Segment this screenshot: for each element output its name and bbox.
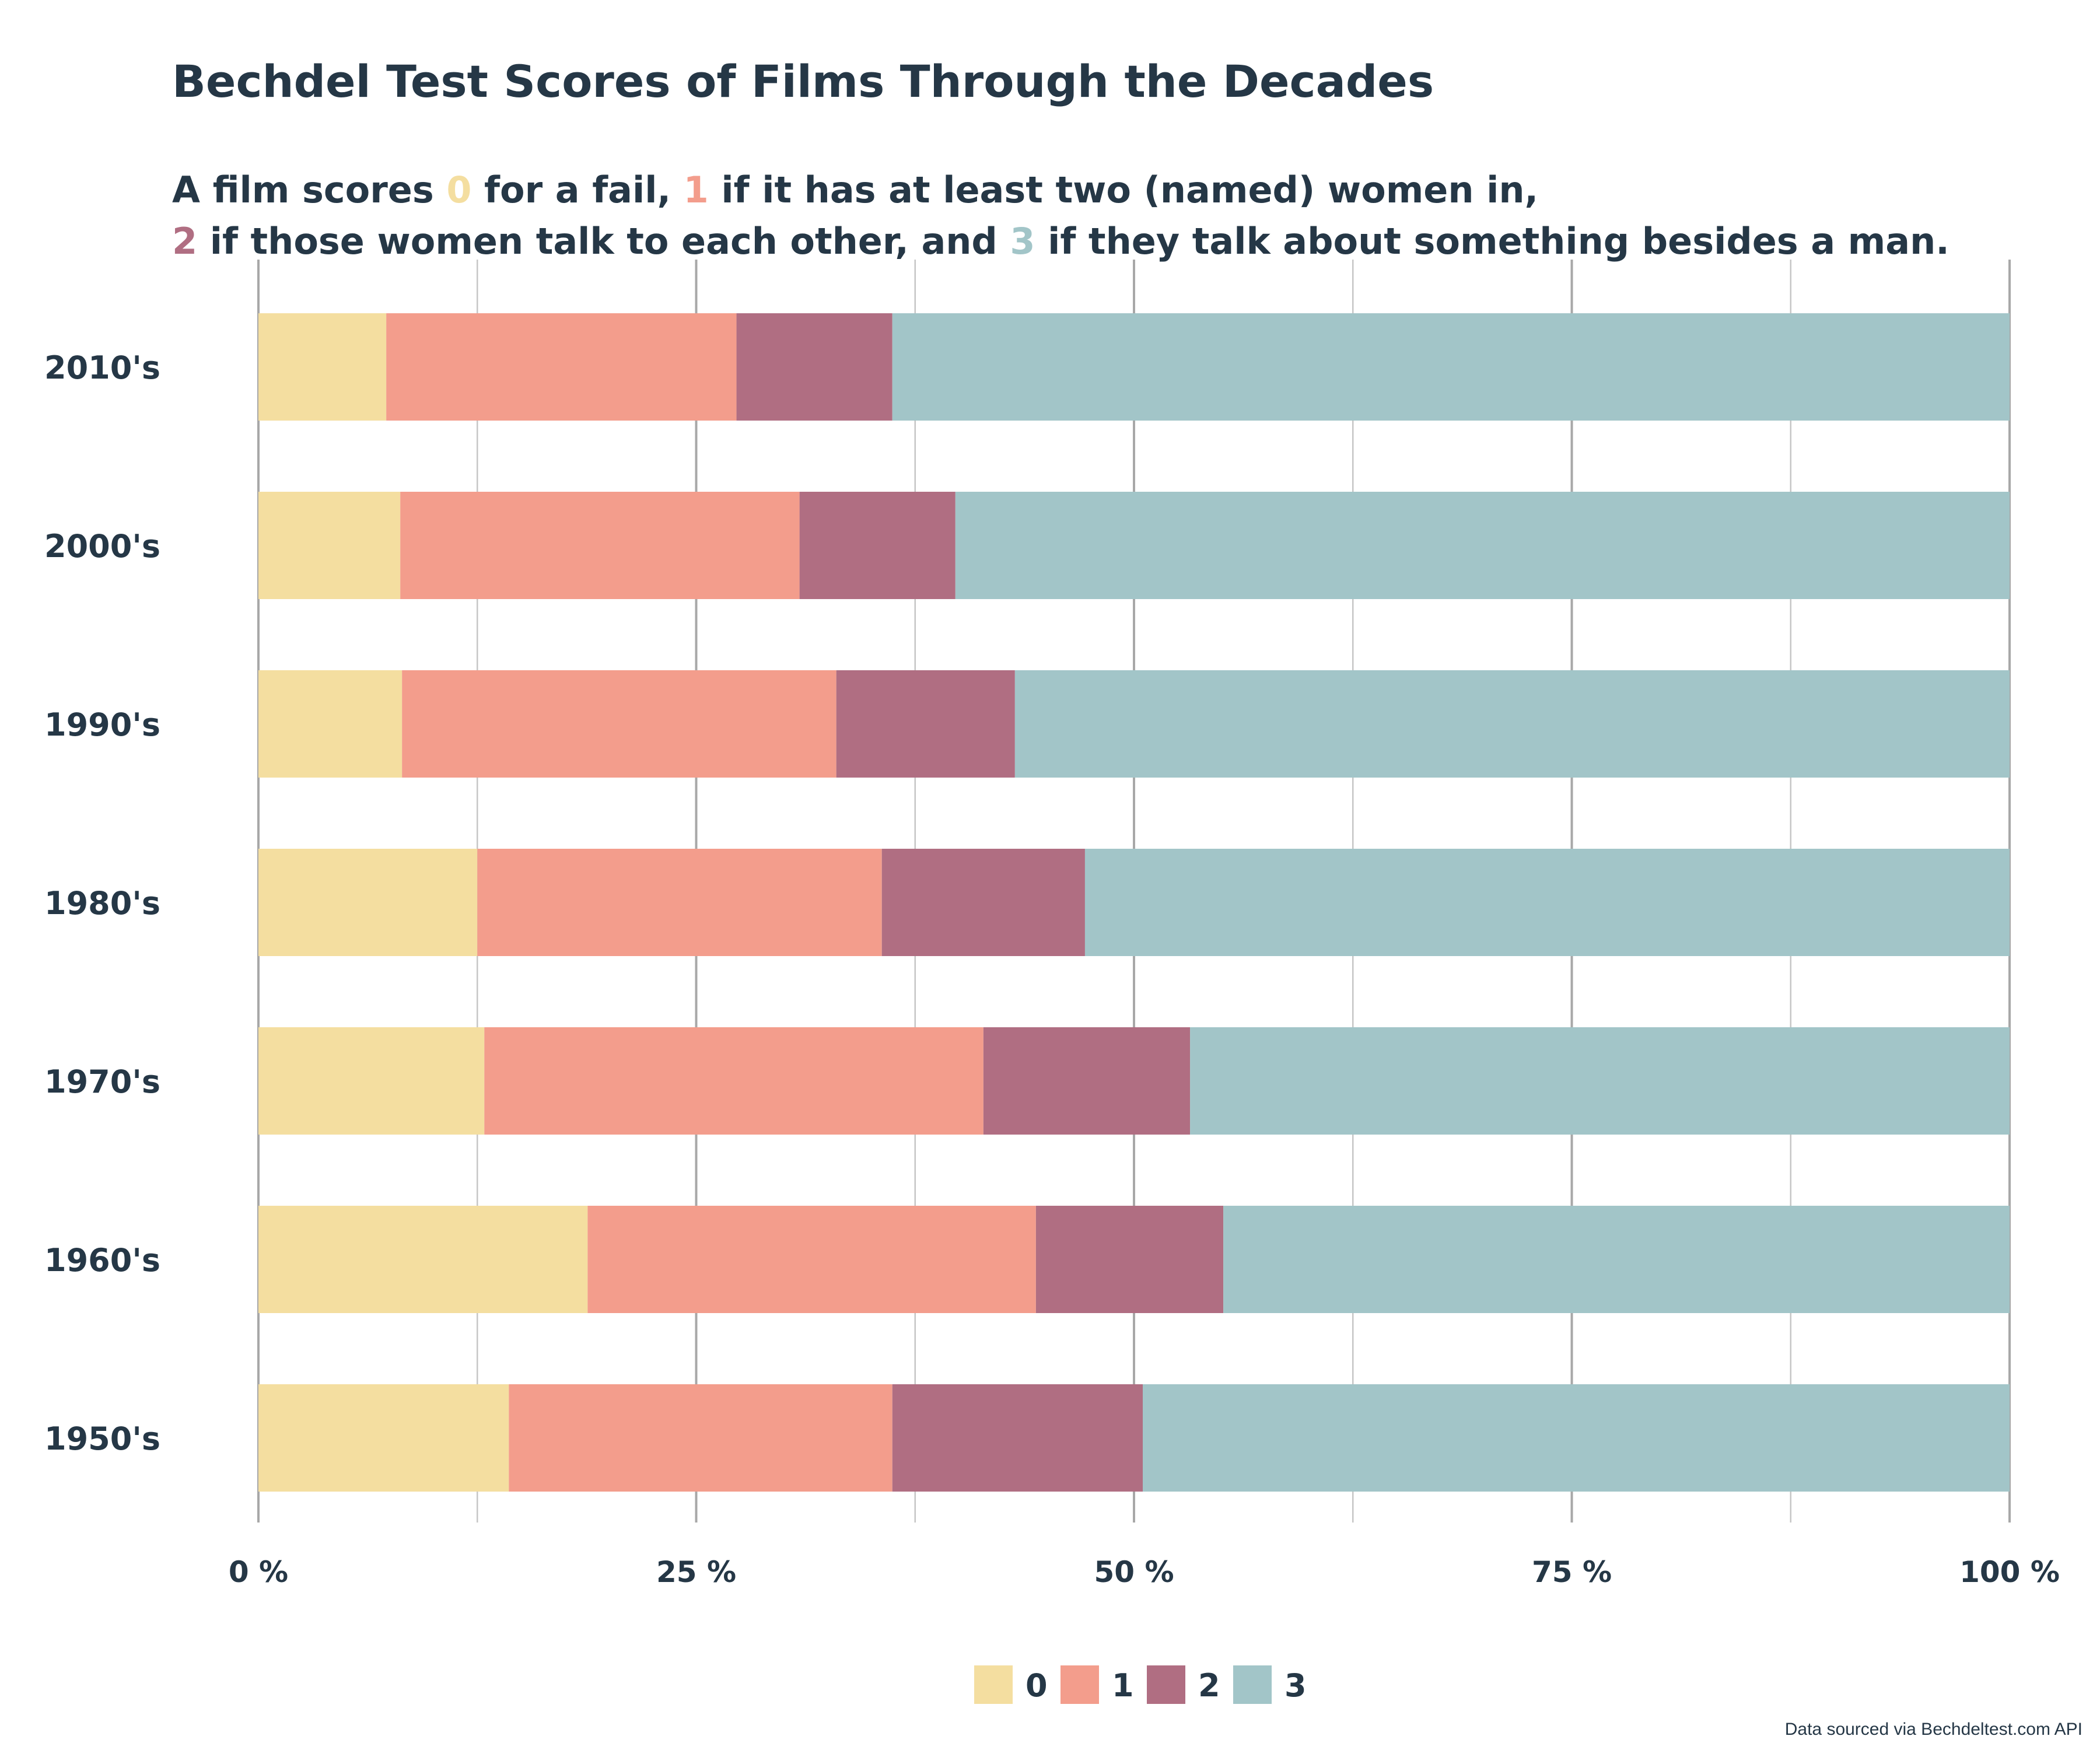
- bar-1960s-score-3: [1223, 1206, 2010, 1313]
- bar-1990s-score-2: [836, 670, 1015, 778]
- x-tick-label: 0 %: [229, 1555, 288, 1589]
- legend-swatch-1: [1060, 1665, 1099, 1704]
- chart-subtitle: A film scores 0 for a fail, 1 if it has …: [172, 164, 1950, 267]
- x-tick-label: 75 %: [1532, 1555, 1612, 1589]
- legend-label-2: 2: [1198, 1667, 1220, 1704]
- bar-1950s-score-3: [1143, 1384, 2010, 1492]
- legend-label-0: 0: [1026, 1667, 1048, 1704]
- subtitle-score-3: 3: [1010, 220, 1035, 262]
- bar-1990s-score-1: [402, 670, 836, 778]
- subtitle-text: if those women talk to each other, and: [197, 220, 1010, 262]
- bar-1960s-score-2: [1035, 1206, 1224, 1313]
- bar-1970s-score-2: [983, 1027, 1191, 1135]
- bar-1980s-score-0: [258, 849, 478, 956]
- subtitle-text: if it has at least two (named) women in,: [708, 169, 1539, 211]
- subtitle-line-2: 2 if those women talk to each other, and…: [172, 216, 1950, 267]
- x-tick-label: 50 %: [1094, 1555, 1174, 1589]
- y-tick-label: 1980's: [44, 885, 160, 922]
- axis-labels: 2010's 2000's 1990's 1980's 1970's 1960's 1950…: [44, 349, 2060, 1589]
- bar-1950s-score-2: [892, 1384, 1143, 1492]
- subtitle-text: A film scores: [172, 169, 447, 211]
- subtitle-text: for a fail,: [471, 169, 684, 211]
- y-tick-label: 1950's: [44, 1420, 160, 1457]
- bar-1980s-score-2: [881, 849, 1085, 956]
- legend-swatch-2: [1147, 1665, 1185, 1704]
- bar-1950s-score-1: [509, 1384, 892, 1492]
- subtitle-score-2: 2: [172, 220, 198, 262]
- bar-1980s-score-3: [1084, 849, 2010, 956]
- bars: [258, 313, 2010, 1492]
- data-source-caption: Data sourced via Bechdeltest.com API: [1784, 1720, 2082, 1739]
- subtitle-line-1: A film scores 0 for a fail, 1 if it has …: [172, 164, 1950, 216]
- bar-2010s-score-2: [736, 313, 892, 421]
- bar-1990s-score-3: [1014, 670, 2010, 778]
- subtitle-score-0: 0: [446, 169, 472, 211]
- subtitle-text: if they talk about something besides a m…: [1035, 220, 1950, 262]
- bar-2010s-score-3: [892, 313, 2010, 421]
- bar-1950s-score-0: [258, 1384, 509, 1492]
- bar-1970s-score-3: [1190, 1027, 2010, 1135]
- x-tick-label: 100 %: [1959, 1555, 2060, 1589]
- bar-1960s-score-0: [258, 1206, 588, 1313]
- chart-title: Bechdel Test Scores of Films Through the…: [172, 55, 1434, 107]
- legend-label-3: 3: [1284, 1667, 1307, 1704]
- legend-label-1: 1: [1112, 1667, 1134, 1704]
- legend-swatch-3: [1233, 1665, 1272, 1704]
- bar-1960s-score-1: [587, 1206, 1036, 1313]
- bar-2000s-score-2: [799, 492, 956, 599]
- bar-1970s-score-0: [258, 1027, 485, 1135]
- bar-2010s-score-1: [386, 313, 737, 421]
- bar-2000s-score-3: [955, 492, 2010, 599]
- bar-1970s-score-1: [484, 1027, 984, 1135]
- legend: 0 1 2 3: [974, 1665, 1307, 1704]
- bar-1980s-score-1: [477, 849, 882, 956]
- legend-swatch-0: [974, 1665, 1013, 1704]
- y-tick-label: 2000's: [44, 528, 160, 565]
- bar-1990s-score-0: [258, 670, 402, 778]
- y-tick-label: 1970's: [44, 1063, 160, 1100]
- bar-2000s-score-0: [258, 492, 401, 599]
- y-tick-label: 2010's: [44, 349, 160, 386]
- y-tick-label: 1990's: [44, 706, 160, 743]
- bar-2000s-score-1: [400, 492, 800, 599]
- x-tick-label: 25 %: [656, 1555, 736, 1589]
- y-tick-label: 1960's: [44, 1242, 160, 1279]
- bar-2010s-score-0: [258, 313, 387, 421]
- subtitle-score-1: 1: [683, 169, 709, 211]
